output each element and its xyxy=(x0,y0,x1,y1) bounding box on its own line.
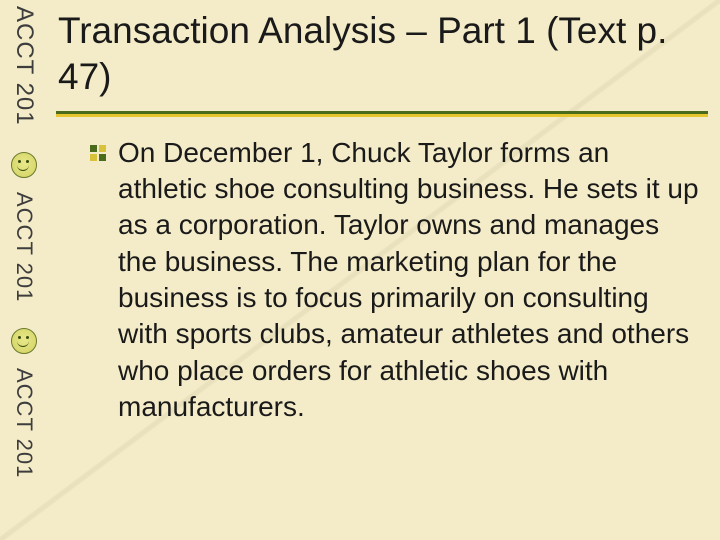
title-underline xyxy=(56,111,708,117)
slide-title: Transaction Analysis – Part 1 (Text p. 4… xyxy=(56,8,708,107)
course-badge: ACCT 201 xyxy=(11,192,37,302)
slide-content: Transaction Analysis – Part 1 (Text p. 4… xyxy=(56,8,708,532)
slide-body: On December 1, Chuck Taylor forms an ath… xyxy=(56,135,708,426)
underline-bottom xyxy=(56,114,708,117)
hash-bullet-icon xyxy=(90,145,106,161)
course-badge: ACCT 201 xyxy=(11,368,37,478)
smiley-icon xyxy=(11,328,37,354)
smiley-icon xyxy=(11,152,37,178)
bullet-text: On December 1, Chuck Taylor forms an ath… xyxy=(118,135,704,426)
sidebar-badges: ACCT 201 ACCT 201 ACCT 201 xyxy=(0,0,48,540)
course-badge: ACCT 201 xyxy=(10,6,38,126)
